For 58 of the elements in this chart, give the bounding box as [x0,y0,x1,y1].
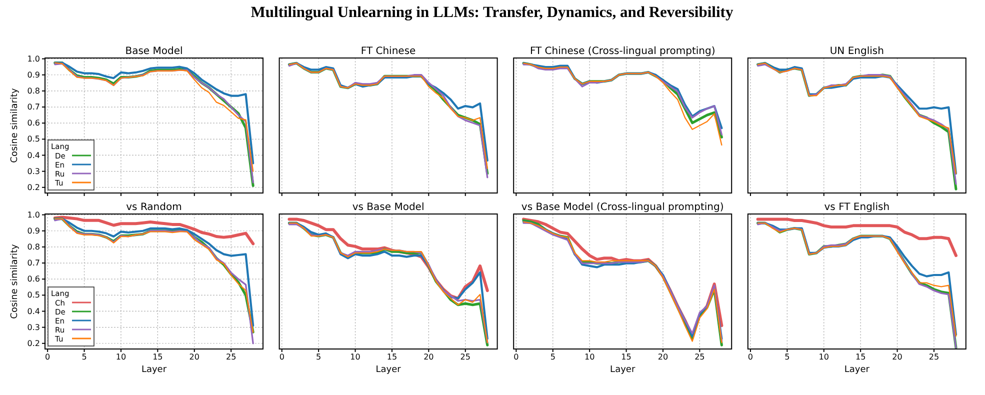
x-axis-title: Layer [844,365,870,375]
x-tick-label: 25 [928,352,940,362]
x-tick-label: 15 [621,352,632,362]
y-tick-label: 0.5 [27,134,40,144]
y-tick-label: 0.8 [27,86,40,96]
line-series [53,216,255,246]
chart-title: UN English [830,46,884,57]
x-tick-label: 0 [45,352,50,362]
chart-title: vs Random [126,202,182,213]
x-tick-label: 15 [855,352,866,362]
x-tick-label: 5 [316,352,322,362]
x-tick-label: 0 [748,352,754,362]
x-tick-label: 10 [818,352,829,362]
x-tick-label: 10 [350,352,360,362]
x-axis-title: Layer [376,365,402,375]
y-tick-label: 0.8 [27,242,40,252]
y-tick-label: 0.4 [27,306,40,316]
x-tick-label: 20 [424,352,434,362]
y-tick-label: 0.6 [27,274,40,284]
y-tick-label: 1.0 [27,54,40,64]
x-tick-label: 25 [226,352,236,362]
chart-title: Base Model [125,46,183,57]
x-tick-label: 15 [386,352,398,362]
y-axis-title: Cosine similarity [10,244,20,319]
x-tick-label: 0 [514,352,519,362]
x-axis-title: Layer [141,365,167,375]
x-tick-label: 5 [784,352,790,362]
y-tick-label: 0.9 [27,226,40,236]
chart-title: vs Base Model (Cross-lingual prompting) [521,202,724,213]
chart-title: FT Chinese (Cross-lingual prompting) [530,46,716,57]
x-tick-label: 5 [550,352,556,362]
y-tick-label: 0.4 [27,150,40,160]
y-tick-label: 0.7 [27,102,40,112]
y-tick-label: 0.9 [27,70,40,80]
y-tick-label: 0.7 [27,258,40,268]
text: Multilingual Unlearning in LLMs: Transfer, Dynamics, and Reversibility [250,4,734,21]
y-tick-label: 1.0 [27,210,40,220]
x-tick-label: 10 [116,352,126,362]
x-tick-label: 20 [658,352,668,362]
y-tick-label: 0.2 [27,182,40,192]
x-tick-label: 20 [189,352,200,362]
y-tick-label: 0.3 [27,166,40,176]
y-tick-label: 0.5 [27,290,40,300]
x-tick-label: 5 [82,352,87,362]
x-tick-label: 20 [892,352,902,362]
x-tick-label: 15 [152,352,163,362]
y-axis-title: Cosine similarity [10,88,20,163]
x-tick-label: 0 [279,352,284,362]
y-tick-label: 0.2 [27,338,40,348]
x-tick-label: 25 [460,352,470,362]
x-axis-title: Layer [610,365,636,375]
x-tick-label: 25 [694,352,705,362]
chart-title: vs FT English [824,202,890,213]
x-tick-label: 10 [584,352,595,362]
chart-title: FT Chinese [360,46,416,57]
chart-title: vs Base Model [352,202,424,213]
y-tick-label: 0.6 [27,118,40,128]
y-tick-label: 0.3 [27,322,40,332]
